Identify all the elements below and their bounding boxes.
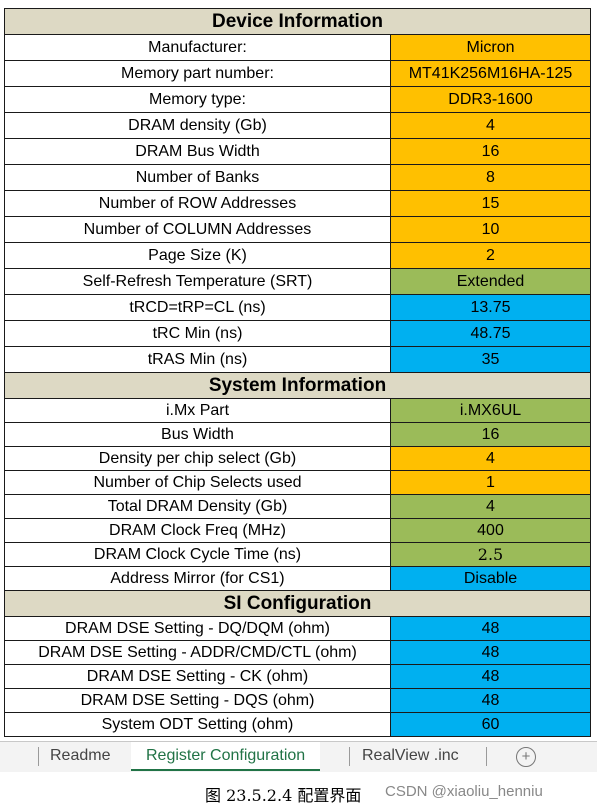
row-label[interactable]: tRAS Min (ns) <box>4 346 391 373</box>
section-title[interactable]: Device Information <box>3 8 592 35</box>
row-label[interactable]: Page Size (K) <box>4 242 391 269</box>
section-header-system: System Information <box>3 372 592 399</box>
table-row: tRCD=tRP=CL (ns) 13.75 <box>4 294 592 321</box>
row-value[interactable]: 48.75 <box>389 320 592 347</box>
table-row: Self-Refresh Temperature (SRT) Extended <box>4 268 592 295</box>
table-row: i.Mx Part i.MX6UL <box>4 398 592 423</box>
row-value[interactable]: 13.75 <box>389 294 592 321</box>
row-value[interactable]: 48 <box>389 640 592 665</box>
section-header-device: Device Information <box>3 8 592 35</box>
row-value[interactable]: 15 <box>389 190 592 217</box>
row-value[interactable]: DDR3-1600 <box>389 86 592 113</box>
table-row: Address Mirror (for CS1) Disable <box>4 566 592 591</box>
table-row: Density per chip select (Gb) 4 <box>4 446 592 471</box>
figure-caption-area: 图 23.5.2.4 配置界面 CSDN @xiaoliu_henniu <box>0 782 597 805</box>
row-label[interactable]: DRAM DSE Setting - DQS (ohm) <box>4 688 391 713</box>
row-label[interactable]: DRAM DSE Setting - ADDR/CMD/CTL (ohm) <box>4 640 391 665</box>
row-label[interactable]: Number of COLUMN Addresses <box>4 216 391 243</box>
figure-caption: 图 23.5.2.4 配置界面 <box>205 786 362 805</box>
plus-circle-icon[interactable]: + <box>516 747 536 767</box>
row-value[interactable]: 35 <box>389 346 592 373</box>
row-label[interactable]: Number of Chip Selects used <box>4 470 391 495</box>
table-row: DRAM DSE Setting - DQ/DQM (ohm) 48 <box>4 616 592 641</box>
table-row: DRAM density (Gb) 4 <box>4 112 592 139</box>
row-value[interactable]: Disable <box>389 566 592 591</box>
tab-separator <box>38 747 39 766</box>
row-value[interactable]: 2.5 <box>389 542 592 567</box>
row-value[interactable]: 16 <box>389 138 592 165</box>
row-value[interactable]: Extended <box>389 268 592 295</box>
row-value[interactable]: 4 <box>389 494 592 519</box>
row-label[interactable]: Memory part number: <box>4 60 391 87</box>
table-row: DRAM Bus Width 16 <box>4 138 592 165</box>
row-label[interactable]: i.Mx Part <box>4 398 391 423</box>
row-value[interactable]: 16 <box>389 422 592 447</box>
sheet-tab-bar: Readme Register Configuration RealView .… <box>0 741 597 772</box>
table-row: DRAM DSE Setting - CK (ohm) 48 <box>4 664 592 689</box>
row-label[interactable]: Memory type: <box>4 86 391 113</box>
row-value[interactable]: 48 <box>389 664 592 689</box>
row-value[interactable]: i.MX6UL <box>389 398 592 423</box>
table-row: Number of ROW Addresses 15 <box>4 190 592 217</box>
row-label[interactable]: Self-Refresh Temperature (SRT) <box>4 268 391 295</box>
tab-separator <box>349 747 350 766</box>
row-value[interactable]: 8 <box>389 164 592 191</box>
row-label[interactable]: Number of ROW Addresses <box>4 190 391 217</box>
row-label[interactable]: Total DRAM Density (Gb) <box>4 494 391 519</box>
tab-realview-inc[interactable]: RealView .inc <box>362 747 459 764</box>
row-label[interactable]: Number of Banks <box>4 164 391 191</box>
row-label[interactable]: System ODT Setting (ohm) <box>4 712 391 737</box>
row-label[interactable]: Address Mirror (for CS1) <box>4 566 391 591</box>
row-value[interactable]: 1 <box>389 470 592 495</box>
row-label[interactable]: DRAM Bus Width <box>4 138 391 165</box>
row-label[interactable]: DRAM Clock Freq (MHz) <box>4 518 391 543</box>
row-label[interactable]: DRAM density (Gb) <box>4 112 391 139</box>
row-label[interactable]: Density per chip select (Gb) <box>4 446 391 471</box>
table-row: Memory type: DDR3-1600 <box>4 86 592 113</box>
table-row: Total DRAM Density (Gb) 4 <box>4 494 592 519</box>
row-value[interactable]: 400 <box>389 518 592 543</box>
row-label[interactable]: tRC Min (ns) <box>4 320 391 347</box>
row-label[interactable]: DRAM DSE Setting - CK (ohm) <box>4 664 391 689</box>
tab-separator <box>486 747 487 766</box>
watermark: CSDN @xiaoliu_henniu <box>385 783 543 800</box>
table-row: DRAM DSE Setting - DQS (ohm) 48 <box>4 688 592 713</box>
row-label[interactable]: DRAM DSE Setting - DQ/DQM (ohm) <box>4 616 391 641</box>
table-row: Number of Banks 8 <box>4 164 592 191</box>
table-row: DRAM Clock Freq (MHz) 400 <box>4 518 592 543</box>
table-row: Manufacturer: Micron <box>4 34 592 61</box>
row-label[interactable]: DRAM Clock Cycle Time (ns) <box>4 542 391 567</box>
config-table: Device Information Manufacturer: Micron … <box>3 8 592 737</box>
row-label[interactable]: Manufacturer: <box>4 34 391 61</box>
tab-register-configuration[interactable]: Register Configuration <box>131 742 321 771</box>
row-value[interactable]: MT41K256M16HA-125 <box>389 60 592 87</box>
row-value[interactable]: 10 <box>389 216 592 243</box>
table-row: DRAM DSE Setting - ADDR/CMD/CTL (ohm) 48 <box>4 640 592 665</box>
spreadsheet: Device Information Manufacturer: Micron … <box>3 8 592 737</box>
table-row: Number of COLUMN Addresses 10 <box>4 216 592 243</box>
row-value[interactable]: 60 <box>389 712 592 737</box>
row-value[interactable]: 4 <box>389 112 592 139</box>
table-row: Number of Chip Selects used 1 <box>4 470 592 495</box>
table-row: tRAS Min (ns) 35 <box>4 346 592 373</box>
row-value[interactable]: 48 <box>389 616 592 641</box>
table-row: Memory part number: MT41K256M16HA-125 <box>4 60 592 87</box>
table-row: System ODT Setting (ohm) 60 <box>4 712 592 737</box>
row-value[interactable]: Micron <box>389 34 592 61</box>
row-value[interactable]: 48 <box>389 688 592 713</box>
tab-readme[interactable]: Readme <box>50 747 111 764</box>
row-value[interactable]: 2 <box>389 242 592 269</box>
table-row: DRAM Clock Cycle Time (ns) 2.5 <box>4 542 592 567</box>
section-header-si: SI Configuration <box>3 590 592 617</box>
table-row: tRC Min (ns) 48.75 <box>4 320 592 347</box>
row-value[interactable]: 4 <box>389 446 592 471</box>
row-label[interactable]: tRCD=tRP=CL (ns) <box>4 294 391 321</box>
row-label[interactable]: Bus Width <box>4 422 391 447</box>
section-title[interactable]: SI Configuration <box>3 590 592 617</box>
section-title[interactable]: System Information <box>3 372 592 399</box>
table-row: Page Size (K) 2 <box>4 242 592 269</box>
table-row: Bus Width 16 <box>4 422 592 447</box>
